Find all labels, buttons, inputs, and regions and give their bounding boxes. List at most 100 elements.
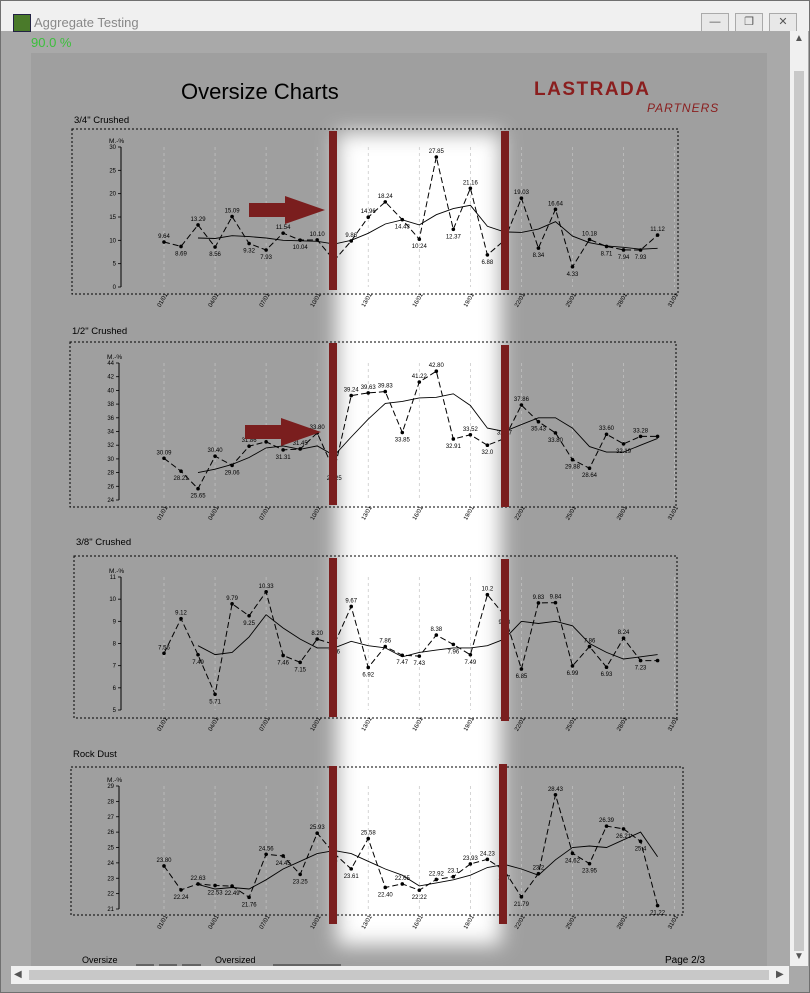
chart-panel-2 xyxy=(69,341,677,508)
data-label: 23.80 xyxy=(156,858,172,864)
data-label: 23.61 xyxy=(344,874,360,880)
data-label: 16.64 xyxy=(548,201,564,207)
data-point xyxy=(247,895,251,900)
data-point xyxy=(587,466,592,471)
x-tick-label: 01/01 xyxy=(157,914,170,931)
minimize-button[interactable]: — xyxy=(701,13,729,32)
scroll-right-icon[interactable]: ▶ xyxy=(776,969,784,980)
chart-title: 1/2" Crushed xyxy=(72,326,127,337)
x-tick-label: 07/01 xyxy=(259,914,272,931)
vertical-scroll-thumb[interactable] xyxy=(794,71,804,951)
y-tick-label: 8 xyxy=(113,642,117,648)
data-label: 30.40 xyxy=(208,448,224,454)
data-label: 30.09 xyxy=(156,450,172,456)
data-label: 29.06 xyxy=(225,470,241,476)
y-tick-label: 7 xyxy=(113,664,117,670)
data-label: 24.56 xyxy=(259,846,275,852)
data-label: 9.67 xyxy=(345,598,357,604)
data-point xyxy=(179,888,183,892)
data-label: 26.21 xyxy=(616,834,632,840)
data-point xyxy=(536,246,541,250)
series-line-daily xyxy=(163,794,659,906)
y-axis-unit: M.-% xyxy=(109,138,124,145)
window-title: Aggregate Testing xyxy=(34,15,139,30)
y-tick-label: 23 xyxy=(107,876,114,882)
data-point xyxy=(587,237,592,242)
data-point xyxy=(366,836,371,841)
data-label: 42.80 xyxy=(429,363,445,369)
data-label: 9.83 xyxy=(533,595,545,601)
data-point xyxy=(604,432,609,437)
y-tick-label: 24 xyxy=(107,861,114,867)
data-point xyxy=(264,590,268,594)
data-label: 7.43 xyxy=(413,661,425,667)
data-label: 24.45 xyxy=(276,861,292,867)
data-label: 31.45 xyxy=(293,441,309,447)
data-label: 33.52 xyxy=(463,427,479,433)
x-tick-label: 04/01 xyxy=(208,914,221,931)
data-point xyxy=(400,882,405,886)
data-point xyxy=(621,248,626,252)
y-tick-label: 30 xyxy=(109,145,116,151)
zoom-level: 90.0 % xyxy=(31,35,72,50)
data-point xyxy=(366,665,371,670)
y-tick-label: 25 xyxy=(109,168,116,174)
y-tick-label: 5 xyxy=(113,262,117,268)
horizontal-scrollbar[interactable]: ◀ ▶ xyxy=(11,966,789,984)
highlight-bar-right xyxy=(499,764,507,924)
chart-frame xyxy=(69,341,677,508)
data-point xyxy=(434,633,439,637)
data-label: 22.40 xyxy=(378,892,394,898)
highlight-bar-right xyxy=(501,559,509,721)
data-label: 9.84 xyxy=(550,595,562,601)
data-point xyxy=(638,839,643,844)
data-label: 22.22 xyxy=(412,895,428,901)
y-tick-label: 34 xyxy=(107,430,114,436)
data-label: 21.22 xyxy=(650,911,666,917)
data-label: 8.38 xyxy=(430,627,442,633)
data-label: 31.86 xyxy=(242,438,258,444)
close-button[interactable]: ✕ xyxy=(769,13,797,32)
data-label: 15.09 xyxy=(225,209,241,215)
data-point xyxy=(298,872,302,877)
data-label: 25.58 xyxy=(361,831,377,837)
horizontal-scroll-thumb[interactable] xyxy=(29,970,769,980)
data-point xyxy=(298,238,302,242)
data-point xyxy=(468,432,473,437)
data-label: 5.71 xyxy=(209,699,221,705)
data-label: 33.60 xyxy=(599,426,615,432)
data-label: 23.1 xyxy=(447,869,459,875)
data-label: 11.54 xyxy=(276,225,291,231)
y-tick-label: 29 xyxy=(107,784,114,790)
data-label: 14.43 xyxy=(395,225,411,231)
data-point xyxy=(213,692,217,697)
data-label: 32.0 xyxy=(482,450,494,456)
scroll-left-icon[interactable]: ◀ xyxy=(14,969,22,980)
y-tick-label: 21 xyxy=(107,907,114,913)
data-point xyxy=(315,637,319,641)
footer-oversized-label: Oversized xyxy=(215,955,256,965)
data-point xyxy=(451,227,456,232)
data-label: 33.28 xyxy=(633,428,649,434)
chart-panel-3 xyxy=(73,555,678,719)
data-point xyxy=(162,651,166,656)
scroll-up-icon[interactable]: ▲ xyxy=(794,33,804,44)
data-label: 6.88 xyxy=(482,260,494,266)
data-label: 7.94 xyxy=(618,255,630,261)
data-point xyxy=(366,215,371,219)
vertical-scrollbar[interactable]: ▲ ▼ xyxy=(790,31,808,966)
page-title: Oversize Charts xyxy=(181,79,339,104)
data-label: 9.79 xyxy=(226,596,238,602)
maximize-button[interactable]: ❐ xyxy=(735,13,763,32)
data-label: 28.43 xyxy=(548,787,564,793)
data-point xyxy=(366,391,371,395)
scroll-down-icon[interactable]: ▼ xyxy=(794,951,804,962)
data-label: 23.25 xyxy=(293,879,309,885)
x-tick-label: 25/01 xyxy=(565,505,578,522)
x-tick-label: 01/01 xyxy=(157,716,170,733)
y-tick-label: 15 xyxy=(109,215,116,221)
data-label: 6.99 xyxy=(567,671,579,677)
data-label: 9.12 xyxy=(175,611,187,617)
data-point xyxy=(162,240,166,244)
